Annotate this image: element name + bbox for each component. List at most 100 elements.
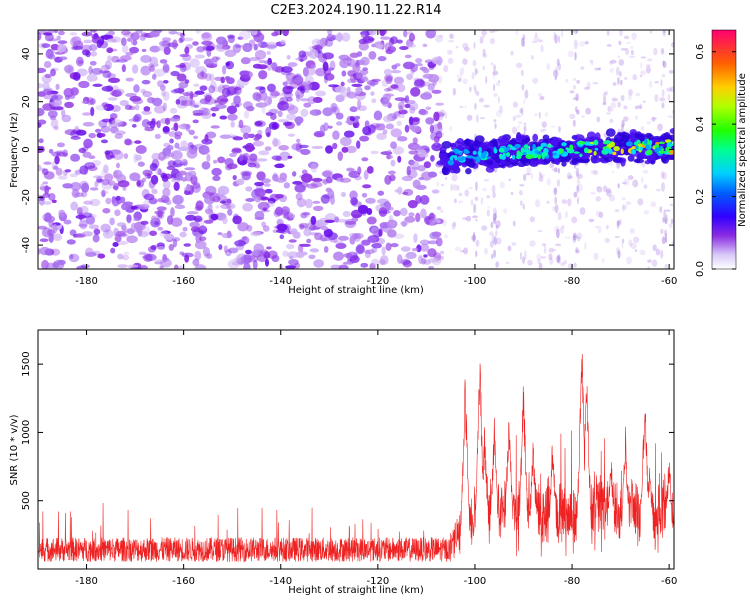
noise-blob [277, 110, 283, 118]
noise-blob [69, 253, 74, 260]
faint-blob [659, 97, 666, 102]
noise-blob [434, 35, 443, 43]
faint-blob [463, 247, 469, 255]
signal-blob [441, 166, 451, 176]
noise-blob [282, 85, 293, 95]
noise-blob [281, 66, 293, 73]
signal-hotspot [457, 156, 465, 162]
faint-blob [470, 199, 474, 206]
noise-blob [101, 118, 112, 123]
noise-blob [107, 97, 118, 101]
faint-blob [454, 198, 457, 204]
noise-blob [264, 146, 272, 151]
noise-blob [126, 214, 132, 223]
noise-blob [44, 185, 49, 196]
noise-blob [232, 147, 242, 153]
noise-blob [151, 188, 158, 194]
faint-blob [540, 256, 547, 259]
signal-blob [486, 142, 493, 148]
noise-blob [390, 84, 399, 89]
noise-blob [346, 91, 357, 99]
noise-blob [390, 159, 396, 167]
faint-blob [538, 92, 542, 97]
faint-blob [448, 39, 455, 43]
noise-blob [377, 56, 387, 62]
signal-blob [532, 133, 539, 142]
noise-blob [288, 258, 299, 266]
streak-blob [492, 207, 497, 216]
noise-blob [364, 85, 371, 91]
faint-blob [452, 221, 457, 227]
noise-blob [294, 262, 301, 269]
signal-blob [551, 139, 559, 148]
faint-blob [535, 199, 541, 208]
noise-blob [337, 218, 348, 223]
faint-blob [440, 209, 444, 213]
noise-blob [357, 105, 368, 112]
noise-blob [410, 161, 420, 171]
noise-blob [100, 133, 106, 138]
faint-blob [584, 242, 587, 250]
noise-blob [390, 242, 399, 248]
faint-blob [662, 30, 666, 37]
noise-blob [47, 49, 56, 55]
noise-blob [50, 102, 60, 108]
noise-blob [133, 113, 142, 122]
signal-blob [620, 135, 630, 142]
snr-x-tick-label: -120 [366, 576, 389, 587]
faint-blob [502, 208, 508, 214]
faint-blob [632, 179, 639, 188]
noise-blob [407, 199, 418, 209]
faint-blob [584, 41, 589, 45]
noise-blob [408, 102, 419, 111]
faint-blob [606, 30, 610, 36]
noise-blob [198, 144, 210, 155]
noise-blob [141, 225, 150, 236]
noise-blob [337, 151, 343, 161]
faint-blob [474, 218, 478, 222]
signal-hotspot [613, 145, 620, 152]
noise-blob [295, 192, 303, 201]
faint-blob [653, 47, 658, 56]
noise-blob [427, 257, 439, 263]
streak-blob [474, 67, 477, 76]
noise-blob [358, 41, 369, 51]
noise-blob [420, 208, 427, 219]
noise-blob [370, 91, 375, 96]
faint-blob [593, 252, 599, 261]
noise-blob [82, 112, 92, 116]
noise-blob [268, 121, 280, 130]
noise-blob [154, 133, 161, 140]
noise-blob [132, 39, 138, 46]
faint-blob [439, 34, 444, 38]
faint-blob [449, 33, 454, 39]
faint-blob [479, 117, 486, 120]
noise-blob [212, 175, 221, 182]
noise-blob [62, 183, 74, 189]
noise-blob [183, 243, 192, 247]
noise-blob [371, 243, 382, 249]
noise-blob [250, 231, 262, 237]
noise-blob [276, 163, 285, 167]
faint-blob [623, 116, 629, 122]
faint-blob [544, 112, 549, 117]
noise-blob [156, 206, 167, 212]
noise-blob [211, 167, 222, 176]
signal-blob [629, 128, 637, 136]
signal-hotspot [514, 143, 521, 148]
noise-blob [162, 65, 170, 74]
faint-blob [634, 105, 638, 110]
noise-blob [325, 176, 333, 184]
faint-blob [451, 173, 458, 182]
faint-blob [529, 216, 535, 223]
noise-blob [127, 219, 132, 224]
noise-blob [140, 88, 147, 94]
streak-blob [573, 262, 577, 268]
noise-blob [180, 177, 188, 182]
noise-blob [219, 115, 228, 120]
noise-blob [423, 161, 431, 169]
faint-blob [546, 63, 550, 71]
noise-blob [351, 232, 359, 240]
noise-blob [70, 201, 79, 211]
noise-blob [63, 87, 74, 98]
